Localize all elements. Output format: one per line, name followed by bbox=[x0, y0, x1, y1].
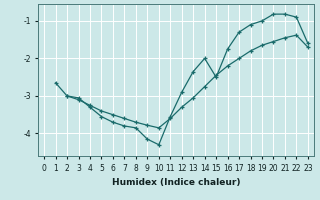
X-axis label: Humidex (Indice chaleur): Humidex (Indice chaleur) bbox=[112, 178, 240, 187]
